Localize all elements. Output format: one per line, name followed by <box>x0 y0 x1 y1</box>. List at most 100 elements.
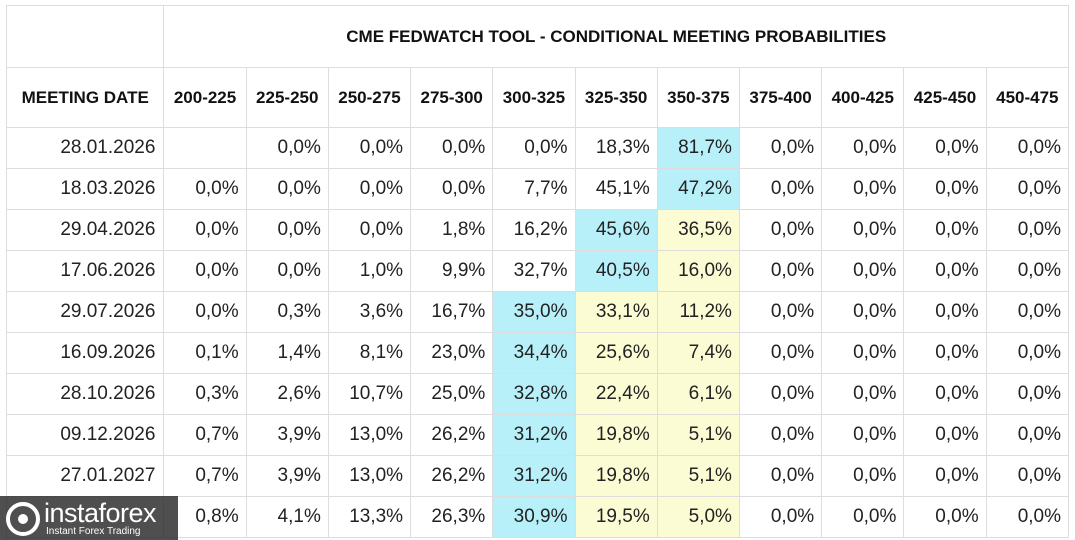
date-header: MEETING DATE <box>5 67 165 128</box>
range-header: 250-275 <box>327 67 412 128</box>
logo-icon <box>6 502 40 536</box>
probability-cell: 36,5% <box>656 209 740 251</box>
probability-cell: 0,7% <box>163 414 247 456</box>
meeting-date: 28.01.2026 <box>5 127 165 169</box>
probability-cell: 0,0% <box>327 209 412 251</box>
probability-cell: 1,4% <box>245 332 329 374</box>
probability-cell: 19,5% <box>574 496 658 538</box>
probability-cell: 45,6% <box>574 209 658 251</box>
range-header: 300-325 <box>492 67 576 128</box>
range-header: 375-400 <box>738 67 823 128</box>
meeting-date: 29.07.2026 <box>5 291 165 333</box>
probability-cell: 25,0% <box>410 373 494 415</box>
probability-cell: 13,3% <box>327 496 412 538</box>
probability-cell: 0,0% <box>985 250 1070 292</box>
probability-cell: 3,9% <box>245 414 329 456</box>
probability-cell: 0,0% <box>985 373 1070 415</box>
probability-cell: 0,0% <box>985 414 1070 456</box>
probability-cell: 5,1% <box>656 414 740 456</box>
probability-cell: 16,7% <box>410 291 494 333</box>
meeting-date: 28.10.2026 <box>5 373 165 415</box>
probability-cell: 25,6% <box>574 332 658 374</box>
probability-cell: 0,0% <box>738 332 823 374</box>
probability-cell: 0,1% <box>163 332 247 374</box>
probability-cell: 1,0% <box>327 250 412 292</box>
probability-cell: 19,8% <box>574 455 658 497</box>
probability-cell: 0,0% <box>985 168 1070 210</box>
probability-cell: 0,3% <box>163 373 247 415</box>
probability-cell: 0,0% <box>163 291 247 333</box>
probability-cell: 0,0% <box>163 209 247 251</box>
probability-cell: 81,7% <box>656 127 740 169</box>
probability-cell: 23,0% <box>410 332 494 374</box>
probability-cell: 35,0% <box>492 291 576 333</box>
probability-cell: 0,0% <box>903 209 987 251</box>
data-row: 28.01.2026 0,0% 0,0% 0,0% 0,0% 18,3% 81,7% 0,0%… <box>5 127 1070 169</box>
data-row: 18.03.2026 0,0% 0,0% 0,0% 0,0% 7,7% 45,1% 47,2%… <box>5 168 1070 210</box>
probability-cell: 0,0% <box>738 455 823 497</box>
probability-cell: 13,0% <box>327 455 412 497</box>
data-row: 28.10.2026 0,3% 2,6% 10,7% 25,0% 32,8% 22,4% 6,… <box>5 373 1070 415</box>
range-header: 200-225 <box>163 67 247 128</box>
probability-cell: 0,0% <box>327 127 412 169</box>
probability-cell: 0,0% <box>985 496 1070 538</box>
title-row: CME FEDWATCH TOOL - CONDITIONAL MEETING … <box>5 5 1069 68</box>
probability-cell: 0,7% <box>163 455 247 497</box>
probability-cell: 19,8% <box>574 414 658 456</box>
probability-cell: 0,3% <box>245 291 329 333</box>
probability-cell: 4,1% <box>245 496 329 538</box>
probability-cell: 0,0% <box>821 127 905 169</box>
probability-cell: 0,0% <box>410 127 494 169</box>
probability-cell: 0,0% <box>821 455 905 497</box>
data-row: 29.07.2026 0,0% 0,3% 3,6% 16,7% 35,0% 33,1% 11,… <box>5 291 1070 333</box>
probability-cell: 6,1% <box>656 373 740 415</box>
probability-cell: 47,2% <box>656 168 740 210</box>
probability-cell: 30,9% <box>492 496 576 538</box>
tagline: Instant Forex Trading <box>46 526 141 537</box>
probability-cell: 0,0% <box>410 168 494 210</box>
probability-cell: 0,0% <box>821 209 905 251</box>
probability-cell: 0,0% <box>738 496 823 538</box>
probability-cell: 0,0% <box>492 127 576 169</box>
table-title: CME FEDWATCH TOOL - CONDITIONAL MEETING … <box>163 5 1069 68</box>
header-row: MEETING DATE 200-225 225-250 250-275 275-300… <box>5 67 1070 128</box>
probability-table: CME FEDWATCH TOOL - CONDITIONAL MEETING … <box>5 5 1070 538</box>
probability-cell: 0,0% <box>903 250 987 292</box>
meeting-date: 27.01.2027 <box>5 455 165 497</box>
probability-cell: 0,0% <box>738 209 823 251</box>
probability-cell: 5,1% <box>656 455 740 497</box>
probability-cell: 0,0% <box>985 455 1070 497</box>
probability-cell: 0,0% <box>245 127 329 169</box>
range-header: 350-375 <box>656 67 740 128</box>
probability-cell: 0,0% <box>903 168 987 210</box>
probability-cell: 0,0% <box>903 455 987 497</box>
probability-cell: 18,3% <box>574 127 658 169</box>
brand: instaforex <box>44 498 157 528</box>
range-header: 325-350 <box>574 67 658 128</box>
corner-cell <box>5 5 165 68</box>
probability-cell: 45,1% <box>574 168 658 210</box>
probability-cell: 32,8% <box>492 373 576 415</box>
data-row: 0,8% 4,1% 13,3% 26,3% 30,9% 19,5% 5,0% 0,0% 0,0%… <box>5 496 1070 538</box>
probability-cell: 0,0% <box>903 373 987 415</box>
data-row: 17.06.2026 0,0% 0,0% 1,0% 9,9% 32,7% 40,5% 16,0… <box>5 250 1070 292</box>
probability-cell: 0,0% <box>821 291 905 333</box>
probability-cell: 8,1% <box>327 332 412 374</box>
probability-cell: 10,7% <box>327 373 412 415</box>
probability-cell: 0,0% <box>985 127 1070 169</box>
probability-cell: 0,0% <box>821 332 905 374</box>
probability-cell: 13,0% <box>327 414 412 456</box>
probability-cell: 3,9% <box>245 455 329 497</box>
range-header: 275-300 <box>410 67 494 128</box>
probability-cell: 0,0% <box>903 291 987 333</box>
probability-cell: 0,0% <box>738 291 823 333</box>
data-row: 29.04.2026 0,0% 0,0% 0,0% 1,8% 16,2% 45,6% 36,5… <box>5 209 1070 251</box>
probability-cell: 33,1% <box>574 291 658 333</box>
range-header: 400-425 <box>821 67 905 128</box>
probability-cell: 0,0% <box>821 414 905 456</box>
probability-cell: 26,2% <box>410 455 494 497</box>
probability-cell: 26,2% <box>410 414 494 456</box>
probability-cell: 16,0% <box>656 250 740 292</box>
probability-cell: 0,0% <box>245 250 329 292</box>
